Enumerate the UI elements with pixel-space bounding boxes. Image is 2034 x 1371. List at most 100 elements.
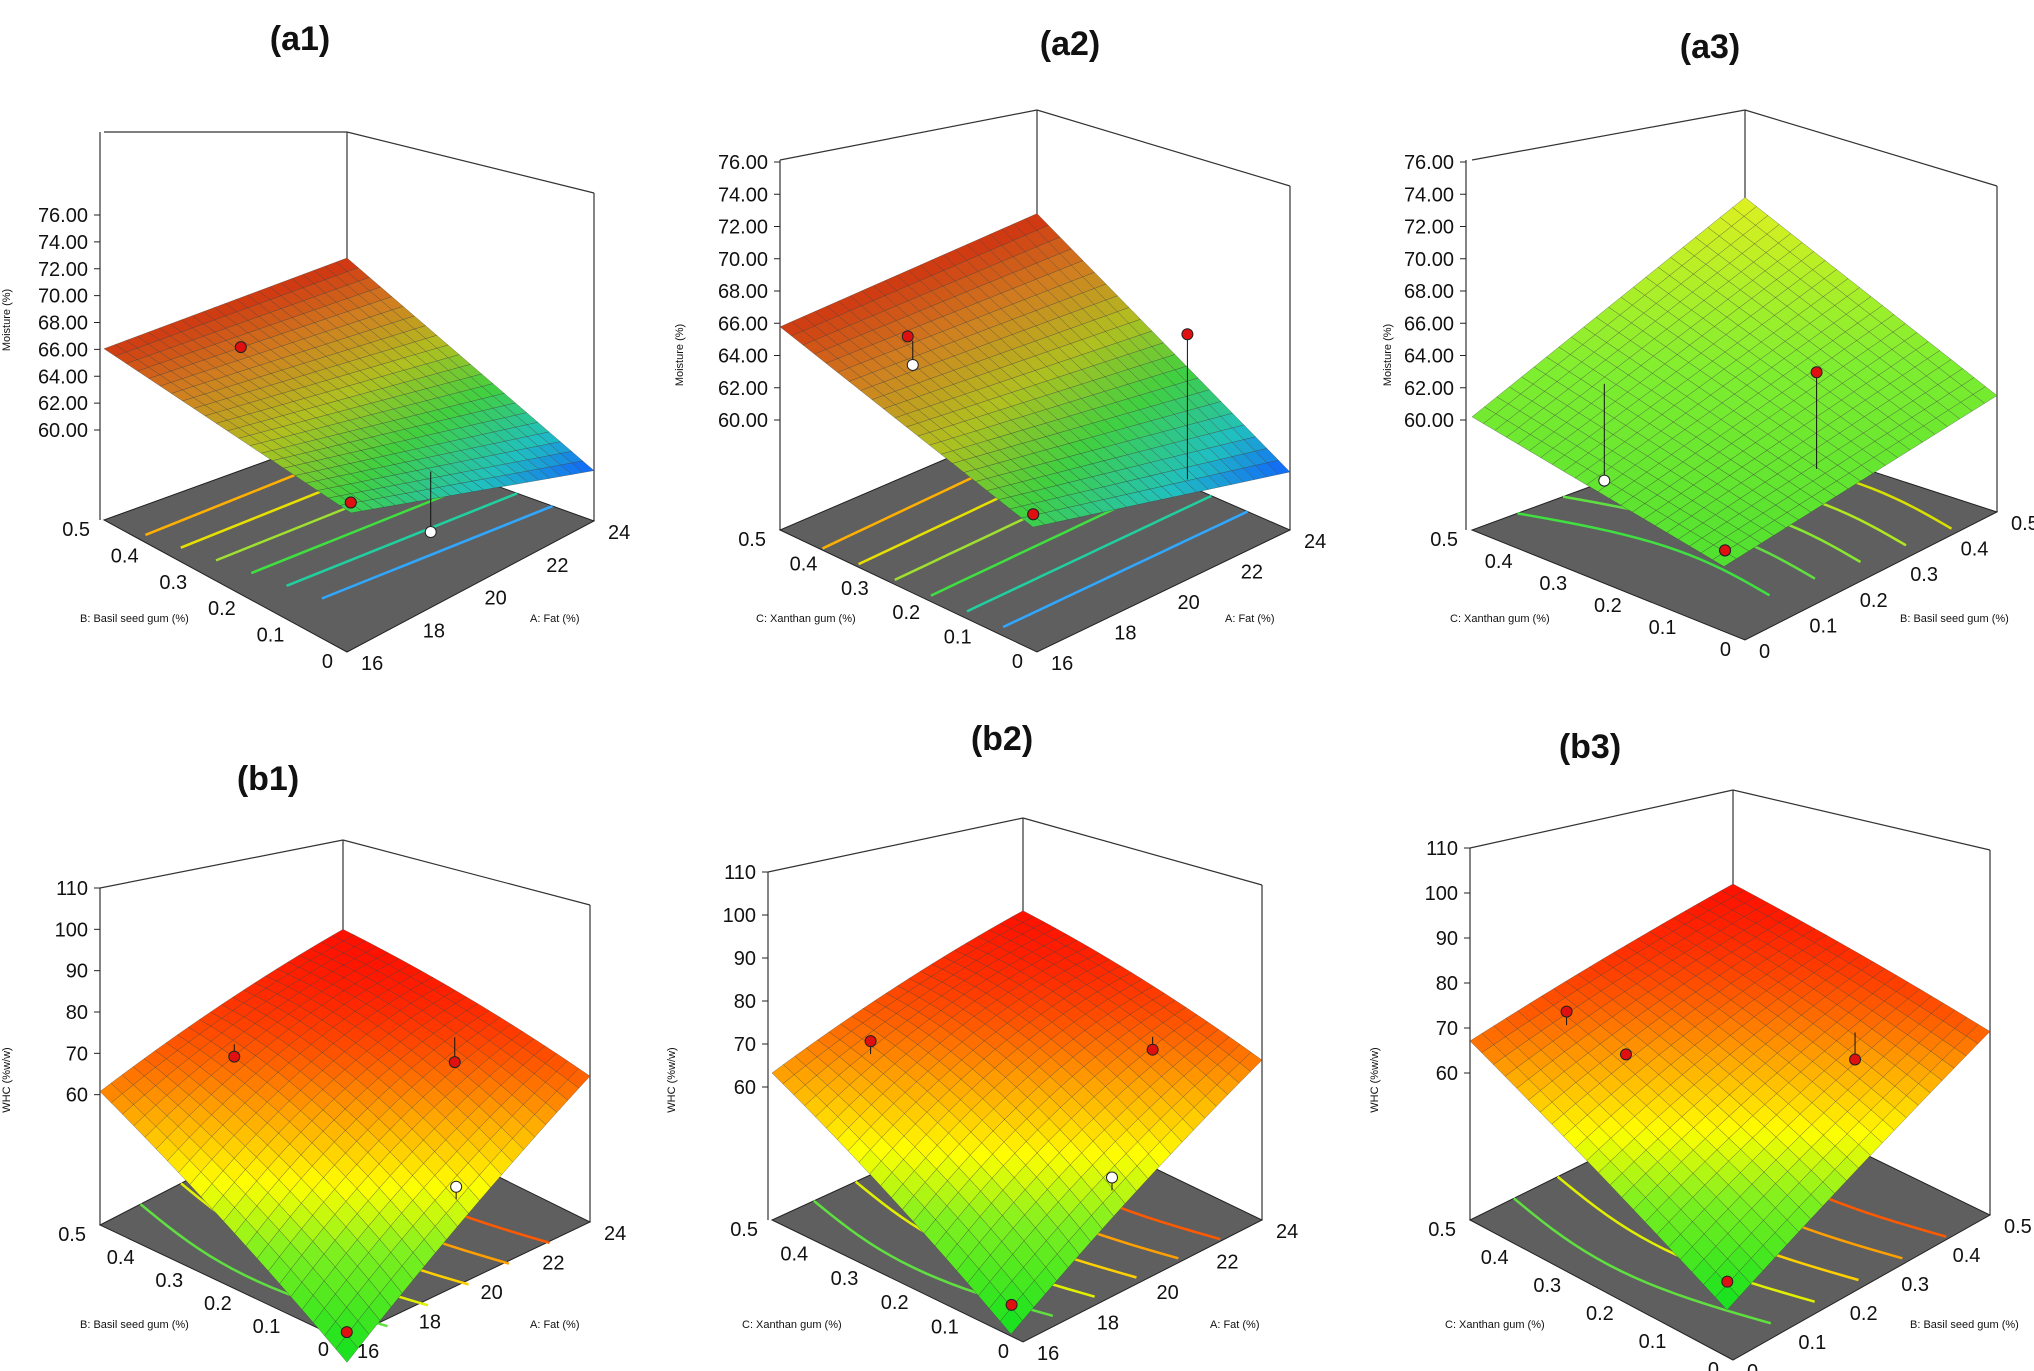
left-axis-tick-label: 0.3 bbox=[1533, 1275, 1561, 1297]
top-left-edge bbox=[767, 817, 1024, 873]
z-tick-label: 76.00 bbox=[718, 152, 768, 174]
left-axis-tick-label: 0.5 bbox=[1430, 529, 1458, 551]
panel-title: (b2) bbox=[971, 720, 1033, 758]
left-axis-label: B: Basil seed gum (%) bbox=[80, 613, 189, 625]
left-axis-tick-label: 0.3 bbox=[155, 1270, 183, 1292]
surface-cell bbox=[999, 1307, 1023, 1335]
right-axis-tick-label: 0.5 bbox=[2004, 1216, 2032, 1238]
left-axis-tick-label: 0.1 bbox=[1649, 617, 1677, 639]
right-axis-tick-label: 0.4 bbox=[1953, 1245, 1981, 1267]
right-axis-tick-label: 0 bbox=[1747, 1361, 1758, 1371]
z-tick-label: 62.00 bbox=[1404, 378, 1454, 400]
right-axis-tick-label: 0.2 bbox=[1850, 1303, 1878, 1325]
z-axis-label: Moisture (%) bbox=[1382, 324, 1394, 386]
surface-cell bbox=[335, 1334, 359, 1363]
left-axis-tick-label: 0.1 bbox=[1639, 1331, 1667, 1353]
top-left-edge bbox=[1471, 109, 1746, 161]
right-axis-tick-label: 24 bbox=[1304, 531, 1326, 553]
left-axis-tick-label: 0.5 bbox=[738, 529, 766, 551]
top-right-edge bbox=[346, 131, 595, 194]
right-axis-tick-label: 24 bbox=[604, 1223, 626, 1245]
design-point bbox=[424, 526, 437, 539]
left-axis-tick-label: 0.3 bbox=[159, 572, 187, 594]
panel-title: (a1) bbox=[270, 20, 330, 58]
right-axis-tick-label: 0.3 bbox=[1910, 564, 1938, 586]
top-right-edge bbox=[1732, 789, 1991, 851]
right-axis-label: A: Fat (%) bbox=[1210, 1319, 1260, 1331]
response-surface bbox=[99, 929, 591, 1363]
z-tick-label: 72.00 bbox=[718, 217, 768, 239]
z-tick-label: 60.00 bbox=[1404, 410, 1454, 432]
panel-title: (b3) bbox=[1559, 728, 1621, 766]
left-axis-tick-label: 0 bbox=[1708, 1359, 1719, 1371]
right-axis-tick-label: 20 bbox=[485, 588, 507, 610]
design-point bbox=[1146, 1043, 1159, 1056]
surface-panel-4: (b1) 110 100 90 80 70 60 WHC (%w/w) 0.5 0.4 0.3 0.2… bbox=[1, 760, 626, 1363]
right-axis-tick-label: 16 bbox=[1051, 653, 1073, 675]
design-point bbox=[234, 341, 247, 354]
panel-title: (b1) bbox=[237, 760, 299, 798]
right-axis-tick-label: 18 bbox=[1097, 1313, 1119, 1335]
right-axis-tick-label: 24 bbox=[608, 522, 630, 544]
z-tick-label: 80 bbox=[1436, 973, 1458, 995]
z-tick-label: 60.00 bbox=[38, 420, 88, 442]
design-point bbox=[1810, 366, 1823, 379]
surface-cell bbox=[1712, 551, 1737, 567]
right-axis-label: B: Basil seed gum (%) bbox=[1900, 613, 2009, 625]
left-axis-tick-label: 0.4 bbox=[1481, 1247, 1509, 1269]
z-tick-label: 70 bbox=[734, 1034, 756, 1056]
z-tick-label: 70.00 bbox=[38, 286, 88, 308]
z-tick-label: 66.00 bbox=[1404, 313, 1454, 335]
design-point bbox=[1620, 1048, 1632, 1061]
right-axis-tick-label: 16 bbox=[357, 1341, 379, 1363]
right-axis-label: A: Fat (%) bbox=[1225, 613, 1275, 625]
surface-panel-5: (b2) 110 100 90 80 70 60 WHC (%w/w) 0.5 0.4 0.3 0.2… bbox=[666, 720, 1298, 1365]
left-axis-tick-label: 0.2 bbox=[1594, 595, 1622, 617]
left-axis-tick-label: 0.1 bbox=[253, 1316, 281, 1338]
surface-panel-6: (b3) 110 100 90 80 70 60 WHC (%w/w) 0.5 0.4 0.3 0.2… bbox=[1369, 728, 2032, 1371]
z-tick-label: 64.00 bbox=[38, 366, 88, 388]
z-axis-label: WHC (%w/w) bbox=[666, 1047, 678, 1112]
z-tick-label: 76.00 bbox=[1404, 152, 1454, 174]
top-right-edge bbox=[1036, 109, 1291, 187]
z-tick-label: 90 bbox=[734, 948, 756, 970]
z-tick-label: 68.00 bbox=[1404, 281, 1454, 303]
z-tick-label: 80 bbox=[66, 1002, 88, 1024]
left-axis-tick-label: 0.4 bbox=[790, 553, 818, 575]
response-surface bbox=[779, 213, 1291, 528]
z-tick-label: 62.00 bbox=[718, 378, 768, 400]
design-point bbox=[228, 1050, 241, 1063]
z-axis-label: WHC (%w/w) bbox=[1369, 1047, 1381, 1112]
right-axis-tick-label: 18 bbox=[1114, 623, 1136, 645]
left-axis-label: C: Xanthan gum (%) bbox=[1445, 1319, 1545, 1331]
z-tick-label: 74.00 bbox=[1404, 184, 1454, 206]
z-tick-label: 60.00 bbox=[718, 410, 768, 432]
contour-line bbox=[1517, 512, 1771, 597]
design-point bbox=[344, 496, 357, 509]
design-point bbox=[1027, 508, 1040, 521]
left-axis-tick-label: 0.2 bbox=[204, 1293, 232, 1315]
right-axis-tick-label: 22 bbox=[546, 555, 568, 577]
z-tick-label: 68.00 bbox=[718, 281, 768, 303]
left-axis-tick-label: 0.5 bbox=[58, 1224, 86, 1246]
design-point bbox=[1106, 1171, 1118, 1184]
left-axis-tick-label: 0 bbox=[1720, 639, 1731, 661]
right-axis-tick-label: 18 bbox=[423, 620, 445, 642]
left-axis-tick-label: 0.5 bbox=[730, 1219, 758, 1241]
response-surface bbox=[103, 257, 595, 514]
left-axis-tick-label: 0.3 bbox=[841, 578, 869, 600]
contour-line bbox=[966, 494, 1212, 613]
right-axis-tick-label: 20 bbox=[1178, 592, 1200, 614]
response-surface bbox=[1471, 197, 1998, 567]
z-tick-label: 70.00 bbox=[1404, 249, 1454, 271]
design-point bbox=[1560, 1005, 1573, 1018]
top-right-edge bbox=[1744, 109, 1998, 187]
surface-cell bbox=[1020, 515, 1046, 528]
top-left-edge bbox=[1469, 789, 1734, 849]
right-axis-label: A: Fat (%) bbox=[530, 613, 580, 625]
left-axis-label: C: Xanthan gum (%) bbox=[1450, 613, 1550, 625]
left-axis-tick-label: 0.3 bbox=[831, 1268, 859, 1290]
right-axis-tick-label: 0 bbox=[1759, 641, 1770, 663]
z-tick-label: 80 bbox=[734, 991, 756, 1013]
z-tick-label: 110 bbox=[724, 862, 756, 884]
